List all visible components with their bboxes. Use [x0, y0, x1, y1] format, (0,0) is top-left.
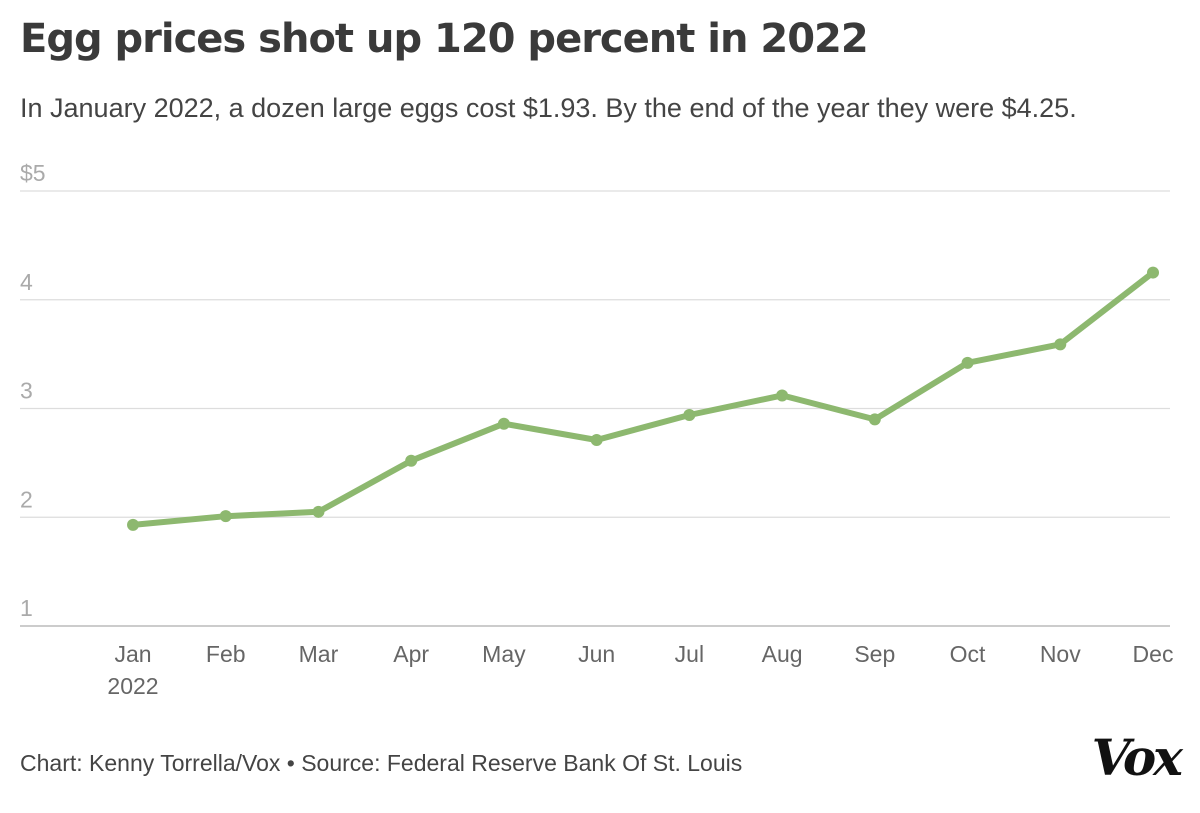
line-chart: 1 2 3 4 $5 Jan 2022 Feb Mar Apr May Jun Jul Aug Sep Oc… [20, 160, 1173, 699]
y-tick-label: 4 [20, 269, 33, 295]
chart-credit: Chart: Kenny Torrella/Vox • Source: Fede… [20, 750, 743, 776]
x-tick-sublabel: 2022 [107, 673, 158, 699]
data-point [405, 454, 418, 467]
x-tick-label: Jun [578, 641, 615, 667]
vox-logo: Vox [1091, 728, 1183, 787]
x-tick-label: Jul [675, 641, 704, 667]
data-point [1147, 266, 1159, 279]
data-point [219, 510, 232, 523]
x-tick-label: Mar [299, 641, 339, 667]
x-tick-label: Jan [114, 641, 151, 667]
chart-subtitle: In January 2022, a dozen large eggs cost… [20, 93, 1077, 123]
x-tick-label: May [482, 641, 526, 667]
data-point [497, 417, 510, 430]
grid-lines [20, 190, 1170, 627]
x-tick-label: Nov [1040, 641, 1081, 667]
y-axis-ticks: 1 2 3 4 $5 [20, 160, 46, 621]
price-series [130, 269, 1156, 528]
data-point [776, 389, 789, 402]
y-tick-label: 2 [20, 486, 33, 512]
data-point [683, 409, 696, 422]
data-point [312, 505, 325, 518]
data-point [868, 413, 881, 426]
price-points [127, 266, 1159, 531]
data-point [1054, 338, 1067, 351]
y-tick-label: 3 [20, 378, 33, 404]
data-point [590, 434, 603, 447]
data-point [961, 356, 974, 369]
series-line [130, 269, 1156, 528]
x-tick-label: Oct [950, 641, 986, 667]
x-tick-label: Aug [762, 641, 803, 667]
x-tick-label: Dec [1133, 641, 1174, 667]
x-tick-label: Feb [206, 641, 246, 667]
x-tick-label: Apr [393, 641, 429, 667]
x-axis-ticks: Jan 2022 Feb Mar Apr May Jun Jul Aug Sep Oct Nov Dec [107, 641, 1173, 699]
data-point [127, 518, 139, 531]
chart-title: Egg prices shot up 120 percent in 2022 [20, 16, 869, 62]
y-tick-label: 1 [20, 595, 33, 621]
x-tick-label: Sep [854, 641, 895, 667]
y-tick-label: $5 [20, 160, 46, 186]
